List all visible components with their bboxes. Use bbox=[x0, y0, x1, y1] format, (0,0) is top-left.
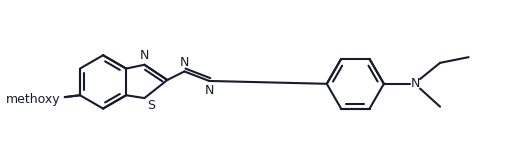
Text: S: S bbox=[147, 99, 155, 112]
Text: N: N bbox=[180, 56, 189, 69]
Text: N: N bbox=[140, 49, 149, 62]
Text: N: N bbox=[204, 84, 214, 97]
Text: N: N bbox=[411, 77, 420, 90]
Text: methoxy: methoxy bbox=[5, 92, 60, 106]
